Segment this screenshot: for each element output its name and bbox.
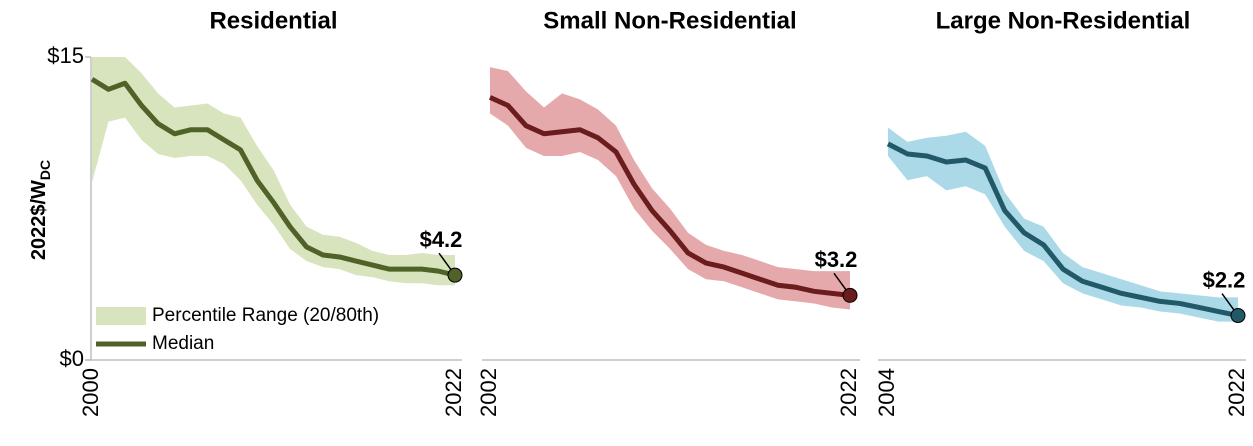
y-label-main: 2022$/W [28,180,50,260]
x-tick-label: 2022 [1224,368,1249,417]
y-tick-label: $15 [47,43,84,68]
end-point [1230,308,1246,324]
panel-title: Small Non-Residential [543,7,796,34]
end-point [447,267,463,283]
x-tick-label: 2004 [874,368,899,417]
x-tick-label: 2000 [78,368,103,417]
panel-title: Large Non-Residential [936,7,1191,34]
y-axis-label: 2022$/WDC [28,160,52,260]
y-label-sub: DC [37,160,53,180]
x-tick-label: 2002 [476,368,501,417]
x-tick-label: 2022 [836,368,861,417]
legend-label: Percentile Range (20/80th) [152,305,379,326]
y-tick-label: $0 [60,346,84,371]
value-label: $4.2 [420,227,463,252]
median-line [886,141,1239,319]
end-point [842,287,858,303]
x-tick-label: 2022 [441,368,466,417]
legend-label: Median [152,333,214,354]
percentile-band [92,57,455,286]
percentile-band [490,67,850,310]
panel-title: Residential [209,7,337,34]
percentile-band [888,127,1238,322]
legend-swatch [96,307,146,325]
value-label: $2.2 [1203,267,1246,292]
median-line [90,77,456,278]
median-line [488,95,851,298]
value-label: $3.2 [815,247,858,272]
